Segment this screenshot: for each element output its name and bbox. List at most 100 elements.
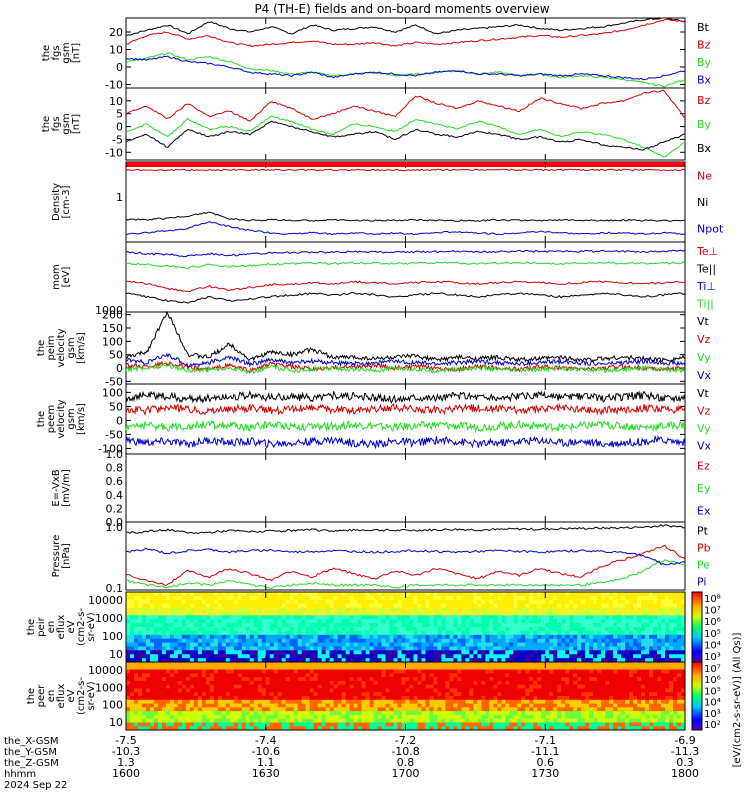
heatmap-cell [653,611,658,616]
heatmap-cell [445,638,450,643]
heatmap-cell [389,611,394,616]
heatmap-cell [529,703,534,708]
heatmap-cell [389,630,394,636]
heatmap-cell [237,607,243,612]
heatmap-cell [437,595,442,601]
heatmap-cell [181,662,187,667]
heatmap-cell [489,592,494,597]
heatmap-cell [173,658,179,663]
heatmap-cell [297,673,303,678]
heatmap-cell [597,599,602,605]
heatmap-cell [437,707,442,712]
heatmap-cell [221,711,227,716]
heatmap-cell [641,615,646,620]
heatmap-cell [197,611,203,616]
heatmap-cell [449,714,454,720]
heatmap-cell [349,696,354,701]
heatmap-cell [405,699,410,704]
heatmap-cell [465,603,470,608]
heatmap-cell [137,634,143,640]
heatmap-cell [137,615,143,620]
heatmap-cell [321,696,327,701]
heatmap-cell [329,665,335,670]
heatmap-cell [541,722,546,727]
heatmap-cell [237,619,243,624]
heatmap-cell [589,634,594,640]
heatmap-cell [665,630,670,636]
heatmap-cell [537,638,542,643]
heatmap-cell [581,707,586,712]
heatmap-cell [145,699,151,704]
heatmap-cell [129,642,135,647]
heatmap-cell [237,718,243,723]
heatmap-cell [129,684,135,689]
heatmap-cell [169,607,175,612]
heatmap-cell [385,726,390,731]
heatmap-cell [257,718,263,723]
heatmap-cell [597,662,602,667]
heatmap-cell [257,726,263,731]
heatmap-cell [385,634,390,640]
heatmap-cell [126,615,131,620]
heatmap-cell [365,638,370,643]
heatmap-cell [533,634,538,640]
heatmap-cell [601,722,606,727]
heatmap-cell [153,699,159,704]
heatmap-cell [317,665,323,670]
heatmap-cell [601,627,606,632]
heatmap-cell [549,711,554,716]
heatmap-cell [545,654,550,659]
ylabel-line: fgs [51,116,62,131]
heatmap-cell [237,669,243,674]
heatmap-cell [413,611,418,616]
heatmap-cell [465,599,470,605]
heatmap-cell [625,623,630,628]
heatmap-cell [437,703,442,708]
heatmap-cell [345,688,350,693]
heatmap-cell [561,665,566,670]
heatmap-cell [561,718,566,723]
heatmap-cell [593,658,598,663]
heatmap-cell [525,654,530,659]
heatmap-cell [273,619,279,624]
series-pt-line [126,524,686,535]
heatmap-cell [377,707,382,712]
heatmap-cell [361,599,366,605]
heatmap-cell [645,627,650,632]
heatmap-cell [449,654,454,659]
heatmap-cell [201,677,207,682]
heatmap-cell [425,658,430,663]
heatmap-cell [409,638,414,643]
heatmap-cell [629,658,634,663]
heatmap-cell [161,615,167,620]
heatmap-cell [281,680,287,686]
heatmap-cell [473,699,478,704]
heatmap-cell [509,688,514,693]
heatmap-cell [389,703,394,708]
heatmap-cell [309,699,315,704]
heatmap-cell [437,684,442,689]
heatmap-cell [565,599,570,605]
heatmap-cell [441,688,446,693]
heatmap-cell [201,692,207,697]
heatmap-cell [225,680,231,686]
heatmap-cell [473,630,478,636]
heatmap-cell [585,703,590,708]
heatmap-cell [317,726,323,731]
heatmap-cell [493,722,498,727]
heatmap-cell [621,638,626,643]
heatmap-cell [129,726,135,731]
heatmap-cell [489,623,494,628]
heatmap-cell [377,642,382,647]
heatmap-cell [437,699,442,704]
heatmap-cell [457,711,462,716]
heatmap-cell [157,665,163,670]
heatmap-cell [201,642,207,647]
heatmap-cell [237,673,243,678]
heatmap-cell [429,650,434,655]
heatmap-cell [345,603,350,608]
heatmap-cell [277,595,283,601]
heatmap-cell [461,665,466,670]
heatmap-cell [193,673,199,678]
heatmap-cell [293,703,299,708]
